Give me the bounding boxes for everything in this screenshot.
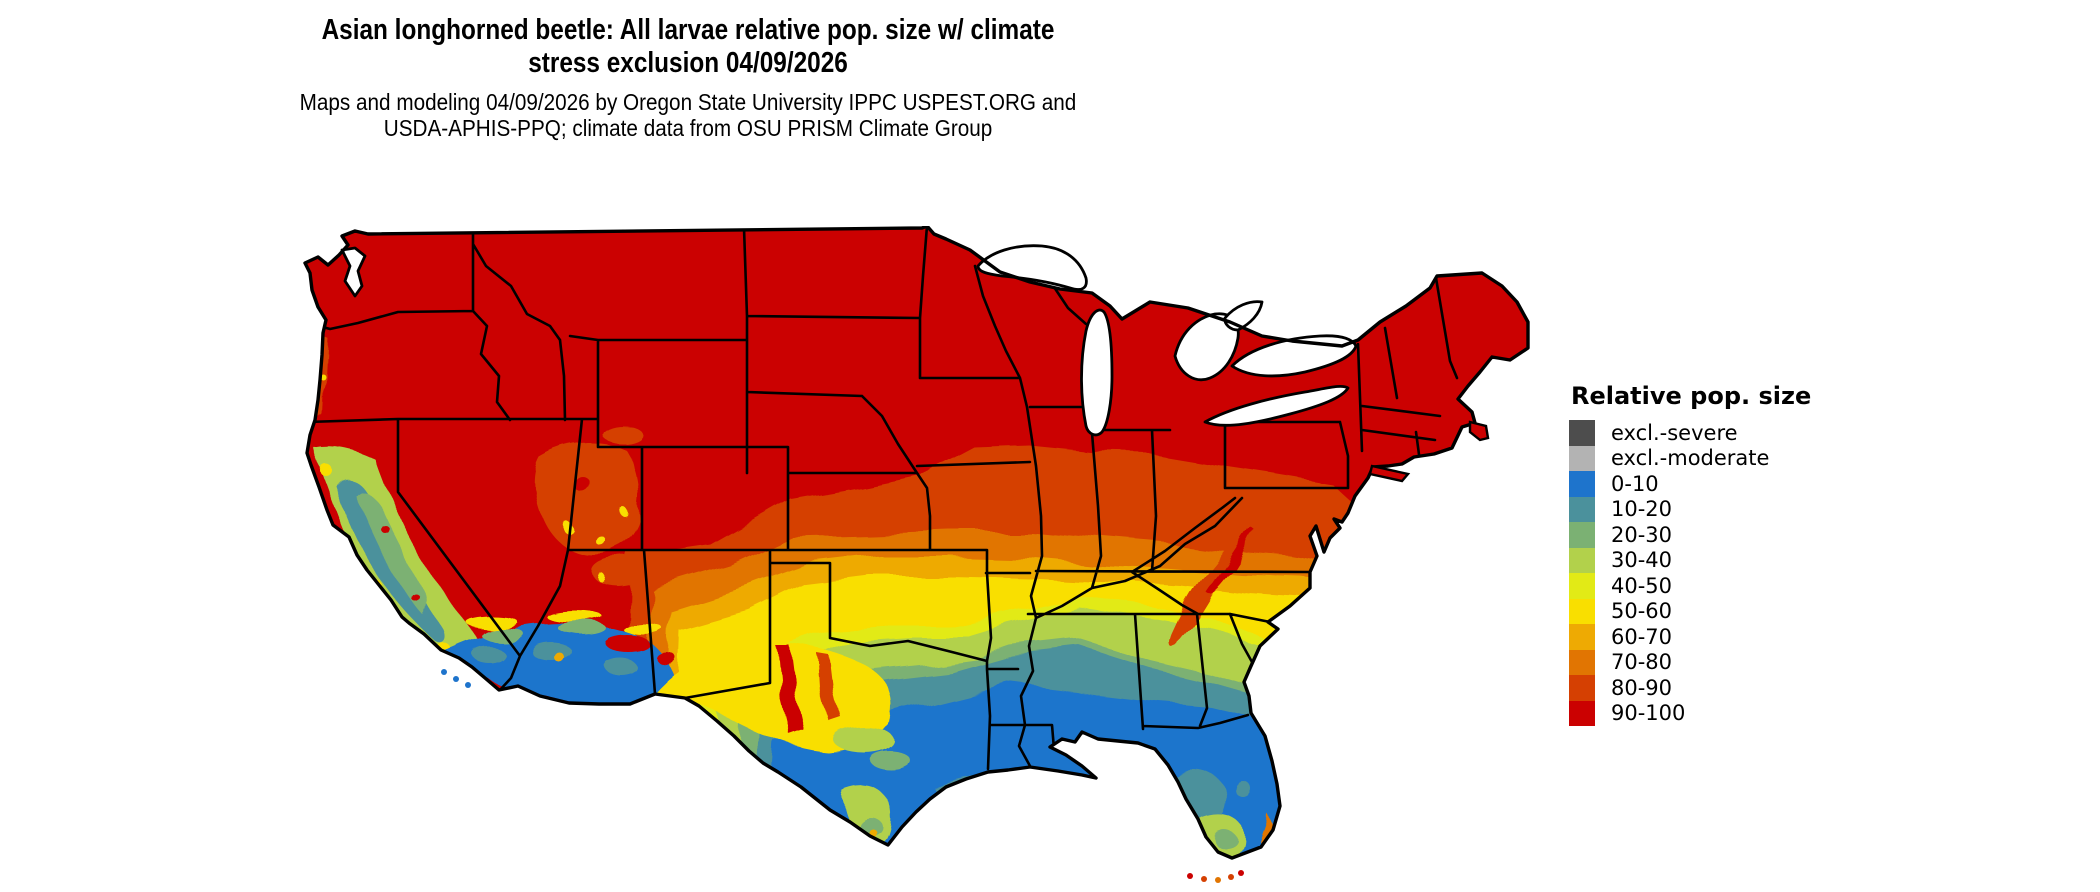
legend-label: 40-50 [1611,573,1673,598]
legend-swatch [1569,420,1595,446]
channel-island [465,682,471,688]
patch-desert-teal [604,658,636,674]
map-title: Asian longhorned beetle: All larvae rela… [110,14,1266,80]
legend-label: 80-90 [1611,675,1673,700]
speck [574,476,590,492]
puget-sound [340,246,367,298]
state-borders [305,226,1459,771]
legend-row: 90-100 [1569,700,1811,726]
patch-desert-fringe [466,616,518,628]
long-island [1368,464,1411,483]
legend-label: 70-80 [1611,650,1673,675]
great-lakes [340,244,1358,437]
legend-row: 50-60 [1569,598,1811,624]
patch-south-utah [592,558,644,586]
patch-central-valley [356,491,428,616]
georgian-bay [1223,300,1264,332]
patch-desert-teal [472,646,504,662]
us-map [303,226,1530,883]
lake-michigan [1080,308,1114,437]
legend-label: 10-20 [1611,497,1673,522]
patch-nm-mountain-orange [818,654,840,720]
florida-key [1238,870,1244,876]
patch-pecos-green [834,727,894,753]
legend-title: Relative pop. size [1571,382,1812,410]
speck [593,533,603,543]
speck [412,594,420,602]
legend-label: excl.-moderate [1611,446,1770,471]
patch-florida-tip-green [1212,830,1236,846]
florida-key [1187,873,1193,879]
map-subtitle-line1: Maps and modeling 04/09/2026 by Oregon S… [299,89,1077,115]
legend-swatch [1569,598,1595,624]
legend-row: 80-90 [1569,675,1811,701]
map-subtitle-line2: USDA-APHIS-PPQ; climate data from OSU PR… [383,115,993,141]
legend-row: 0-10 [1569,471,1811,497]
legend-label: 60-70 [1611,624,1673,649]
speck [561,521,571,531]
speck [322,466,334,478]
map-title-line1: Asian longhorned beetle: All larvae rela… [321,14,1055,46]
legend-label: 90-100 [1611,701,1686,726]
legend-swatch [1569,496,1595,522]
legend-swatch [1569,649,1595,675]
florida-key [1215,877,1221,883]
legend-row: 70-80 [1569,649,1811,675]
legend-row: 60-70 [1569,624,1811,650]
patch-new-mexico-yellow [655,644,893,753]
us-outline [303,226,1530,860]
legend-swatch [1569,445,1595,471]
legend-swatch [1569,700,1595,726]
map-title-line2: stress exclusion 04/09/2026 [528,47,848,79]
legend-swatch [1569,471,1595,497]
legend-swatch [1569,547,1595,573]
legend-label: 30-40 [1611,548,1673,573]
patch-mogollon-red [606,636,650,652]
islands [441,420,1490,883]
patch-desert-fringe [546,610,602,622]
legend-row: excl.-moderate [1569,445,1811,471]
florida-key [1201,876,1207,882]
lake-superior [976,244,1088,291]
patch-desert-green [558,621,606,635]
speck [555,653,565,663]
patch-desert-fringe [624,624,664,636]
patch-desert-green [480,627,524,641]
map-base [305,226,1528,858]
legend-rows: excl.-severe excl.-moderate 0-10 10-20 20-30… [1569,420,1811,726]
legend-swatch [1569,624,1595,650]
patch-pecos-green [870,751,910,769]
legend: Relative pop. size excl.-severe excl.-mod… [1569,382,1811,726]
speck [598,574,606,582]
channel-island [453,676,459,682]
patch-florida-teal [1234,780,1250,796]
legend-row: 40-50 [1569,573,1811,599]
legend-label: 20-30 [1611,522,1673,547]
legend-row: 10-20 [1569,496,1811,522]
lake-huron [1173,312,1240,382]
legend-label: 0-10 [1611,471,1659,496]
legend-label: 50-60 [1611,599,1673,624]
speck [622,510,630,518]
patch-appalachian-red [1206,526,1254,594]
cape-cod [1468,420,1490,442]
patch-southwest-wyoming [602,425,642,443]
legend-swatch [1569,675,1595,701]
legend-swatch [1569,522,1595,548]
legend-row: 30-40 [1569,547,1811,573]
state-border-lines [305,226,1459,771]
patch-nm-mountain-red [776,646,804,735]
title-block: Asian longhorned beetle: All larvae rela… [0,14,1376,141]
florida-key [1228,874,1234,880]
legend-label: excl.-severe [1611,420,1738,445]
patch-mogollon-red [656,652,676,664]
legend-row: excl.-severe [1569,420,1811,446]
channel-island [441,669,447,675]
legend-row: 20-30 [1569,522,1811,548]
lake-erie [1203,384,1350,427]
map-subtitle: Maps and modeling 04/09/2026 by Oregon S… [69,89,1307,141]
speck [378,522,386,530]
legend-swatch [1569,573,1595,599]
patch-desert-teal [532,643,572,661]
